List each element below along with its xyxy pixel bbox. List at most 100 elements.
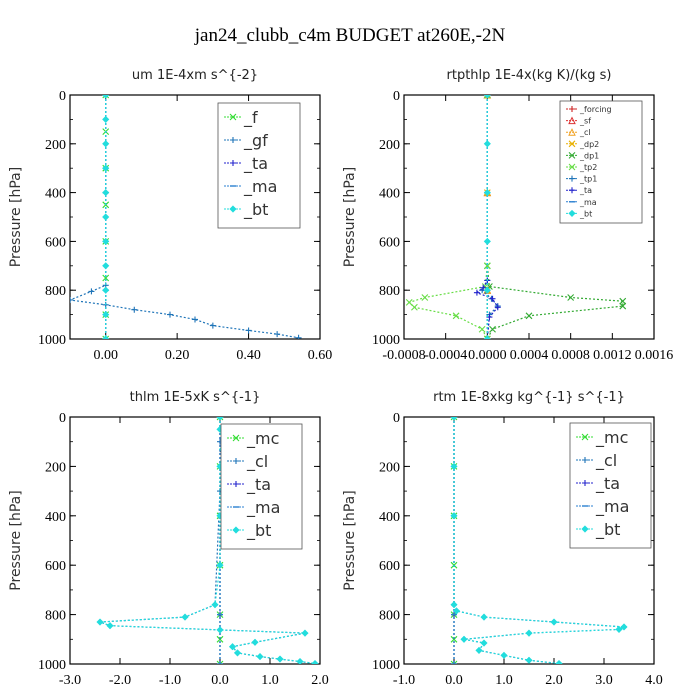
data-point — [216, 626, 224, 634]
data-point — [295, 334, 302, 339]
data-point — [567, 294, 575, 301]
legend-marker — [232, 434, 240, 442]
legend-label: _bt — [595, 520, 620, 540]
data-point — [483, 95, 491, 99]
x-tick-label: 1.0 — [261, 673, 279, 688]
data-point — [483, 95, 491, 99]
x-tick-label: -0.0004 — [424, 348, 467, 363]
data-point — [615, 625, 623, 633]
data-point — [450, 417, 458, 421]
data-point — [228, 643, 237, 651]
series-line-tp2 — [408, 95, 488, 339]
y-axis-label: Pressure [hPa] — [342, 490, 358, 590]
data-point — [102, 286, 110, 294]
y-tick-label: 200 — [45, 460, 66, 475]
y-tick-label: 400 — [379, 187, 400, 202]
x-tick-label: 0.60 — [308, 348, 333, 363]
x-tick-label: 0.0 — [211, 673, 229, 688]
data-point — [102, 274, 110, 282]
data-point — [102, 335, 110, 339]
data-point — [216, 660, 224, 664]
data-point — [480, 284, 487, 291]
legend-label: _mc — [595, 428, 628, 448]
data-point — [102, 95, 110, 99]
y-tick-label: 1000 — [372, 333, 400, 348]
data-point — [450, 462, 458, 470]
x-tick-label: 0.0012 — [593, 348, 632, 363]
legend-label: _cl — [246, 452, 268, 472]
x-tick-label: 0.0004 — [510, 348, 549, 363]
legend-label: _ta — [595, 474, 620, 494]
legend-label: _cl — [579, 128, 591, 137]
y-tick-label: 1000 — [372, 658, 400, 673]
y-tick-label: 200 — [45, 138, 66, 153]
legend-marker — [582, 480, 588, 486]
data-point — [102, 335, 110, 339]
data-point — [473, 289, 480, 296]
legend-marker — [229, 113, 237, 121]
x-tick-label: -2.0 — [109, 673, 131, 688]
x-tick-label: -1.0 — [159, 673, 181, 688]
data-point — [525, 656, 533, 664]
y-tick-label: 200 — [379, 460, 400, 475]
y-axis-label: Pressure [hPa] — [8, 167, 24, 267]
data-point — [494, 304, 501, 311]
data-point — [450, 601, 458, 609]
y-tick-label: 400 — [379, 510, 400, 525]
data-point — [216, 417, 224, 421]
y-tick-label: 1000 — [38, 658, 66, 673]
data-point — [70, 296, 73, 303]
legend-marker — [230, 137, 236, 143]
legend: _mc _cl _ta _ma _bt — [569, 422, 652, 549]
legend-label: _ta — [246, 475, 271, 495]
y-tick-label: 0 — [59, 411, 66, 426]
legend-marker — [568, 116, 576, 125]
data-point — [88, 288, 95, 295]
data-point — [274, 331, 281, 338]
legend-label: _bt — [246, 521, 271, 541]
data-point — [251, 638, 259, 646]
x-tick-label: 0.20 — [165, 348, 190, 363]
legend-marker — [232, 526, 240, 534]
data-point — [452, 607, 461, 615]
legend-marker — [233, 458, 239, 464]
data-point — [450, 660, 458, 664]
data-point — [620, 623, 628, 631]
x-tick-label: 0.0008 — [551, 348, 590, 363]
plot-frame — [69, 416, 321, 665]
legend-marker — [568, 128, 576, 136]
data-point — [450, 635, 458, 643]
panel-4: rtm 1E-8xkg kg^{-1} s^{-1} Pressure [hPa]… — [342, 390, 663, 688]
data-point — [483, 335, 491, 339]
data-point — [102, 189, 110, 197]
plot-frame — [69, 94, 321, 340]
x-tick-label: -0.0008 — [382, 348, 425, 363]
x-tick-label: 1.0 — [495, 673, 513, 688]
legend-label: _dp2 — [579, 140, 599, 149]
data-point — [450, 512, 458, 520]
data-point — [301, 629, 309, 637]
plot-area — [405, 95, 627, 339]
legend-label: _tp2 — [579, 163, 597, 172]
data-point — [276, 655, 284, 663]
data-point — [486, 314, 493, 321]
series-line-bt — [453, 417, 627, 664]
legend: _f _gf _ta _ma _bt — [217, 102, 301, 229]
data-point — [480, 613, 488, 621]
legend-label: _gf — [243, 131, 268, 151]
y-tick-label: 800 — [45, 609, 66, 624]
legend-marker — [233, 481, 239, 487]
data-point — [102, 140, 110, 148]
legend-marker — [569, 106, 575, 112]
figure-title: jan24_clubb_c4m BUDGET at260E,-2N — [194, 25, 506, 46]
panel-2: rtpthlp 1E-4x(kg K)/(kg s) Pressure [hPa]… — [342, 68, 673, 363]
y-tick-label: 400 — [45, 187, 66, 202]
data-point — [500, 651, 508, 659]
data-point — [311, 659, 319, 664]
panel-3: thlm 1E-5xK s^{-1} Pressure [hPa] 0 200 400 6… — [8, 390, 329, 688]
legend-label: _tp1 — [579, 175, 597, 184]
legend-marker — [229, 205, 237, 213]
x-tick-label: 0.40 — [236, 348, 261, 363]
plot-area — [70, 95, 302, 339]
legend-label: _ma — [595, 497, 629, 517]
